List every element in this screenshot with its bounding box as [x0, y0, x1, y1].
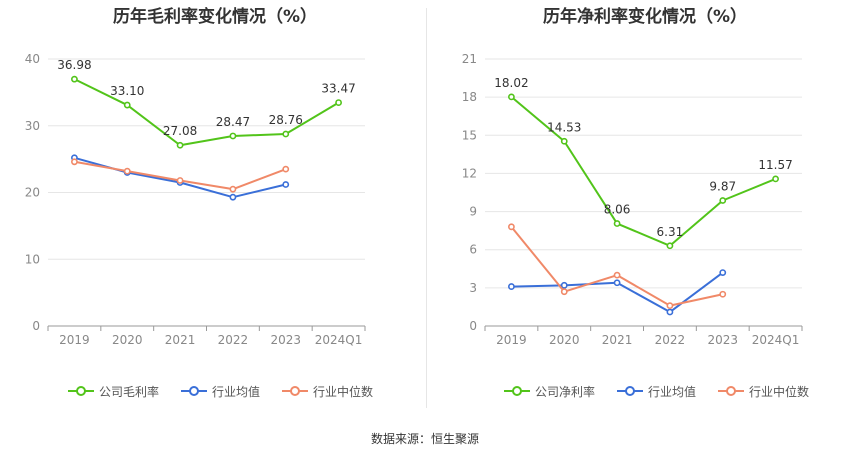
legend-label: 公司毛利率: [99, 384, 160, 399]
y-tick-label: 10: [25, 252, 40, 266]
y-tick-label: 12: [462, 166, 477, 180]
data-point: [229, 185, 237, 193]
legend-label: 公司净利率: [535, 384, 596, 399]
data-point: [613, 279, 621, 287]
data-label: 11.57: [758, 158, 792, 172]
data-label: 8.06: [604, 203, 631, 217]
data-point: [772, 175, 779, 183]
data-point: [229, 193, 237, 201]
gross-margin-chart-title: 历年毛利率变化情况（%）: [112, 7, 318, 27]
data-point: [71, 75, 78, 83]
legend-line-marker-icon: [181, 386, 208, 396]
data-point: [719, 269, 727, 276]
series-line-company: [73, 78, 340, 147]
series-line-industry: [510, 226, 723, 307]
data-point: [560, 288, 568, 296]
gross-margin-plot: 0 10 20 30 40 2019 2020 2021 2022 2023 2024Q1 36.98…: [25, 52, 366, 347]
y-tick-label: 30: [25, 119, 40, 133]
legend-line-marker-icon: [718, 386, 745, 396]
legend-item[interactable]: 行业中位数: [718, 383, 809, 400]
legend-line-marker-icon: [282, 386, 309, 396]
data-point: [282, 181, 290, 188]
y-tick-label: 15: [462, 128, 477, 142]
data-label: 6.31: [657, 225, 684, 239]
data-label: 28.47: [216, 115, 250, 129]
data-point: [719, 197, 727, 204]
data-point: [176, 141, 184, 149]
y-tick-label: 3: [469, 281, 477, 295]
net-margin-legend: 公司净利率 行业均值 行业中位数: [504, 380, 831, 402]
data-source-note: 数据来源：恒生聚源: [370, 432, 479, 446]
x-tick-label: 2021: [602, 333, 633, 347]
data-label: 18.02: [494, 76, 528, 90]
data-point: [560, 281, 568, 289]
legend-item[interactable]: 行业均值: [617, 383, 696, 400]
legend-item[interactable]: 行业中位数: [282, 383, 373, 400]
legend-item[interactable]: 行业均值: [181, 383, 260, 400]
panel-divider: [426, 8, 427, 408]
legend-item[interactable]: 公司毛利率: [68, 383, 159, 400]
data-label: 33.47: [321, 82, 355, 96]
legend-line-marker-icon: [504, 386, 530, 396]
x-tick-label: 2022: [655, 333, 686, 347]
data-point: [719, 290, 727, 298]
legend-label: 行业均值: [212, 384, 261, 399]
data-point: [123, 167, 131, 175]
x-tick-label: 2024Q1: [752, 333, 800, 347]
data-point: [508, 223, 515, 231]
data-point: [282, 165, 290, 173]
gross-margin-legend: 公司毛利率 行业均值 行业中位数: [68, 380, 395, 402]
x-tick-label: 2021: [165, 333, 196, 347]
data-point: [229, 132, 237, 140]
y-tick-label: 0: [469, 319, 477, 333]
x-tick-label: 2023: [707, 333, 738, 347]
data-point: [560, 137, 568, 145]
x-tick-label: 2022: [218, 333, 249, 347]
x-tick-label: 2020: [549, 333, 580, 347]
data-label: 28.76: [269, 113, 303, 127]
data-point: [666, 308, 674, 316]
y-tick-label: 9: [469, 205, 477, 219]
x-tick-label: 2020: [112, 333, 143, 347]
legend-label: 行业中位数: [313, 384, 374, 399]
data-point: [282, 130, 290, 138]
net-margin-chart-title: 历年净利率变化情况（%）: [542, 7, 748, 27]
legend-label: 行业中位数: [749, 384, 810, 399]
data-point: [613, 271, 621, 279]
data-point: [123, 101, 131, 109]
legend-label: 行业均值: [648, 384, 697, 399]
x-tick-label: 2019: [496, 333, 527, 347]
legend-line-marker-icon: [68, 386, 94, 396]
legend-item[interactable]: 公司净利率: [504, 383, 595, 400]
y-tick-label: 20: [25, 186, 40, 200]
data-point: [508, 93, 515, 101]
y-tick-label: 0: [32, 319, 40, 333]
data-label: 9.87: [709, 180, 736, 194]
data-label: 33.10: [110, 84, 144, 98]
data-point: [508, 283, 515, 290]
data-label: 14.53: [547, 120, 581, 134]
data-point: [176, 177, 184, 184]
y-tick-label: 18: [462, 90, 477, 104]
net-margin-plot: 0 3 6 9 12 15 18 21 2019 2020 2021 2022 2023 2024Q1 18…: [462, 52, 803, 347]
x-tick-label: 2024Q1: [315, 333, 363, 347]
data-point: [71, 158, 78, 166]
data-label: 27.08: [163, 124, 197, 138]
data-point: [666, 242, 674, 250]
x-tick-label: 2023: [270, 333, 301, 347]
y-tick-label: 6: [469, 243, 477, 257]
legend-line-marker-icon: [617, 386, 644, 396]
data-point: [613, 220, 621, 227]
data-point: [666, 302, 674, 310]
y-tick-label: 40: [25, 52, 40, 66]
series-line-company: [510, 96, 776, 247]
x-tick-label: 2019: [59, 333, 90, 347]
y-tick-label: 21: [462, 52, 477, 66]
data-label: 36.98: [57, 58, 91, 72]
data-point: [335, 99, 342, 106]
